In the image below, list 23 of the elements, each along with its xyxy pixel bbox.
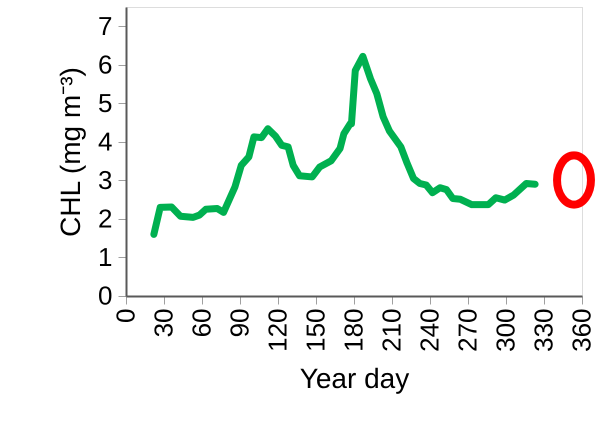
x-tick-label: 90 bbox=[224, 308, 254, 338]
x-tick-label: 150 bbox=[300, 308, 330, 352]
x-tick-label: 120 bbox=[262, 308, 292, 352]
x-tick-label: 210 bbox=[376, 308, 406, 352]
x-tick-label: 180 bbox=[338, 308, 368, 352]
x-tick-label: 330 bbox=[528, 308, 558, 352]
x-axis-title: Year day bbox=[300, 362, 410, 394]
x-tick-label: 30 bbox=[148, 308, 178, 338]
x-tick-label: 360 bbox=[566, 308, 596, 352]
x-tick-label: 0 bbox=[110, 308, 140, 323]
x-tick-label: 240 bbox=[414, 308, 444, 352]
x-tick-label: 270 bbox=[452, 308, 482, 352]
y-tick-label: 3 bbox=[98, 164, 112, 195]
y-tick-label: 1 bbox=[98, 242, 112, 272]
y-tick-label: 2 bbox=[98, 203, 112, 234]
y-tick-label: 0 bbox=[98, 280, 112, 310]
y-tick-label: 4 bbox=[98, 126, 112, 156]
y-tick-label: 5 bbox=[98, 88, 112, 118]
x-tick-label: 60 bbox=[186, 308, 216, 338]
y-tick-label: 6 bbox=[98, 49, 112, 80]
y-axis-title: CHL (mg m⁻³) bbox=[55, 67, 86, 237]
y-tick-label: 7 bbox=[98, 10, 112, 41]
x-tick-label: 300 bbox=[490, 308, 520, 352]
